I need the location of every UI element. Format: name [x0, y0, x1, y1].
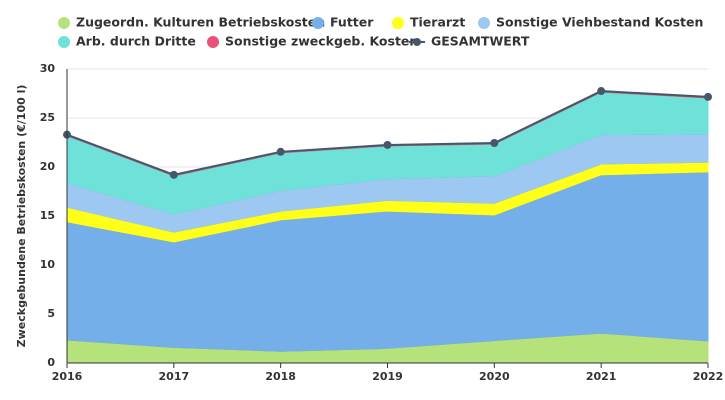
- legend-label: Futter: [330, 15, 374, 30]
- total-point: [276, 147, 285, 156]
- y-tick-label: 0: [47, 356, 55, 369]
- legend-label: Zugeordn. Kulturen Betriebskosten: [76, 15, 325, 30]
- legend-marker: [478, 17, 490, 29]
- x-tick-label: 2016: [52, 370, 83, 383]
- total-point: [383, 140, 392, 149]
- legend-marker: [312, 17, 324, 29]
- legend-label: GESAMTWERT: [431, 34, 530, 49]
- legend-marker: [207, 36, 219, 48]
- total-point: [169, 170, 178, 179]
- total-point: [490, 138, 499, 147]
- x-tick-label: 2021: [586, 370, 617, 383]
- x-tick-label: 2020: [479, 370, 510, 383]
- y-axis-label: Zweckgebundene Betriebskosten (€/100 l): [15, 85, 28, 348]
- y-tick-label: 15: [40, 209, 55, 222]
- legend-label: Sonstige zweckgeb. Kosten: [225, 34, 418, 49]
- y-tick-label: 10: [40, 258, 56, 271]
- total-point: [597, 87, 606, 96]
- legend-label: Tierarzt: [410, 15, 465, 30]
- legend-marker: [413, 38, 421, 46]
- total-point: [704, 92, 712, 101]
- x-tick-label: 2019: [372, 370, 403, 383]
- legend-marker: [58, 17, 70, 29]
- y-tick-label: 30: [40, 62, 56, 75]
- legend-label: Sonstige Viehbestand Kosten: [496, 15, 703, 30]
- y-tick-label: 20: [40, 160, 56, 173]
- y-tick-label: 5: [47, 307, 55, 320]
- legend-marker: [392, 17, 404, 29]
- legend-marker: [58, 36, 70, 48]
- x-tick-label: 2018: [265, 370, 296, 383]
- y-tick-label: 25: [40, 111, 55, 124]
- legend-label: Arb. durch Dritte: [76, 34, 196, 49]
- x-tick-label: 2017: [159, 370, 190, 383]
- x-tick-label: 2022: [693, 370, 724, 383]
